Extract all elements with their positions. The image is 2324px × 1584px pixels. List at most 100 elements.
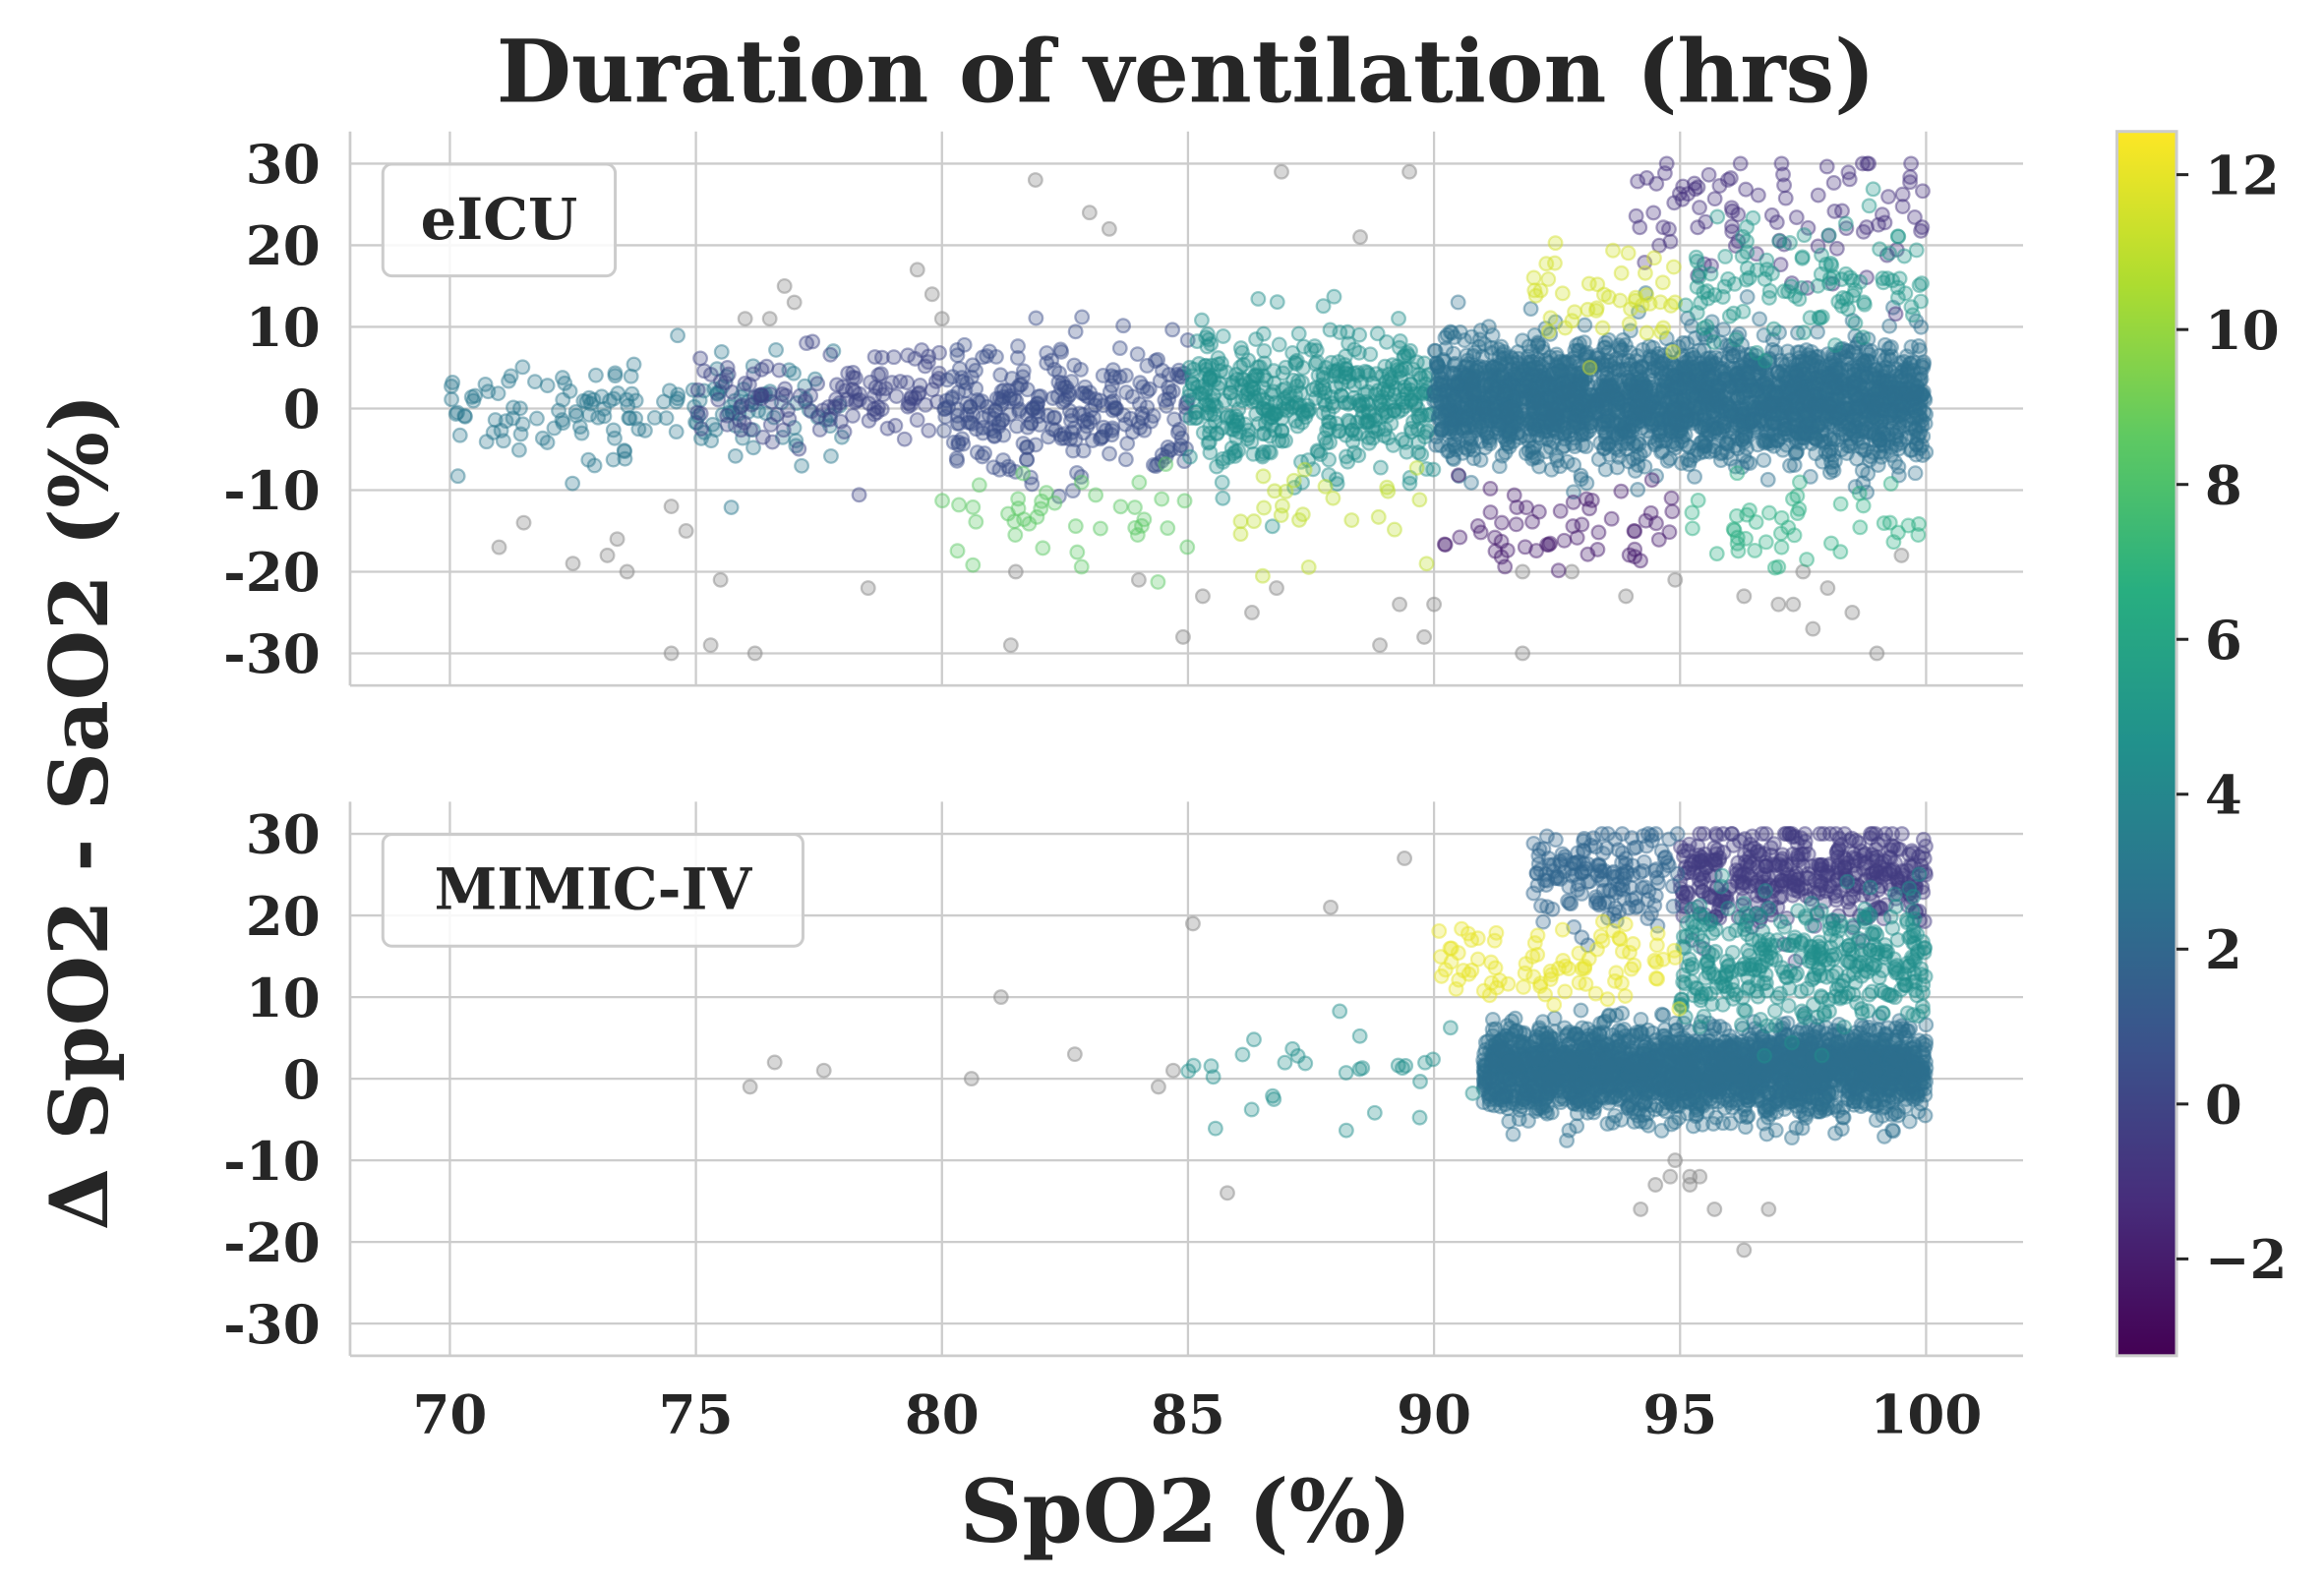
data-point: [1184, 391, 1201, 408]
data-point: [1403, 391, 1420, 408]
data-point: [1519, 412, 1535, 429]
data-point: [1399, 385, 1415, 402]
data-point: [1739, 289, 1756, 305]
data-point: [965, 357, 981, 374]
data-point: [456, 408, 473, 425]
data-point: [1818, 158, 1835, 175]
data-point: [510, 441, 527, 458]
data-point: [1004, 371, 1020, 386]
data-point: [724, 404, 741, 421]
data-point: [769, 406, 786, 423]
data-point: [692, 405, 709, 422]
data-point: [917, 358, 933, 375]
missing-point: [565, 556, 581, 572]
data-point: [910, 385, 926, 402]
missing-point: [1805, 620, 1821, 637]
missing-point: [1662, 1168, 1679, 1185]
data-point: [1064, 424, 1080, 440]
data-point: [1171, 422, 1188, 438]
data-point: [1328, 379, 1344, 395]
data-point: [1539, 536, 1556, 553]
data-point: [1322, 414, 1339, 431]
data-point: [1351, 397, 1368, 414]
data-point: [1694, 419, 1710, 436]
data-point: [963, 369, 980, 385]
missing-point: [1770, 596, 1787, 613]
data-point: [1569, 529, 1585, 546]
data-point: [1388, 380, 1403, 396]
data-point: [1867, 432, 1882, 448]
data-point: [992, 367, 1009, 383]
y-tick-label: -20: [223, 541, 321, 604]
data-point: [1129, 346, 1146, 363]
data-point: [836, 424, 853, 440]
data-point: [1278, 433, 1294, 449]
data-point: [1580, 423, 1597, 439]
data-point: [847, 383, 864, 400]
data-point: [1422, 385, 1439, 402]
data-point: [1567, 304, 1583, 321]
data-point: [1378, 374, 1395, 390]
data-point: [912, 378, 928, 393]
data-point: [1393, 370, 1408, 386]
data-point: [927, 373, 944, 389]
data-point: [656, 393, 672, 410]
points-mimic-iv: [742, 826, 1935, 1259]
data-point: [1198, 361, 1215, 378]
data-point: [1126, 499, 1143, 515]
data-point: [907, 389, 924, 406]
data-point: [1300, 452, 1317, 468]
data-point: [696, 363, 712, 380]
data-point: [817, 412, 834, 428]
data-point: [1300, 558, 1317, 575]
missing-point: [815, 1062, 832, 1079]
data-point: [1910, 527, 1927, 544]
data-point: [1263, 409, 1280, 426]
data-point: [797, 393, 813, 410]
data-point: [1248, 331, 1265, 347]
data-point: [1256, 343, 1273, 359]
data-point: [1412, 370, 1429, 386]
data-point: [596, 400, 613, 417]
data-point: [1206, 372, 1222, 388]
data-point: [1029, 395, 1045, 412]
data-point: [987, 348, 1004, 365]
data-point: [1245, 381, 1262, 397]
data-point: [1621, 316, 1638, 332]
data-point: [1198, 366, 1215, 382]
missing-point: [933, 311, 950, 327]
data-point: [1645, 205, 1662, 221]
data-point: [1132, 420, 1149, 437]
data-point: [1410, 366, 1427, 382]
data-point: [1208, 398, 1224, 415]
data-point: [1044, 421, 1061, 438]
data-point: [1374, 388, 1391, 405]
data-point: [990, 415, 1007, 432]
data-point: [1841, 171, 1858, 188]
data-point: [506, 399, 521, 416]
data-point: [1855, 329, 1872, 346]
data-point: [1903, 441, 1920, 458]
data-point: [1517, 539, 1533, 556]
data-point: [1637, 264, 1653, 281]
data-point: [1173, 369, 1190, 385]
data-point: [1868, 361, 1884, 378]
data-point: [1341, 394, 1358, 411]
data-point: [444, 391, 460, 408]
data-point: [690, 408, 707, 424]
y-tick-label: -10: [223, 459, 321, 522]
data-point: [1028, 399, 1044, 416]
data-point: [1410, 408, 1427, 425]
data-point: [888, 388, 905, 404]
data-point: [571, 419, 588, 436]
data-point: [792, 387, 808, 404]
data-point: [1625, 418, 1641, 435]
data-point: [1266, 405, 1281, 422]
data-point: [775, 422, 792, 439]
data-point: [1168, 366, 1185, 382]
data-point: [1425, 387, 1442, 404]
data-point: [1293, 414, 1310, 431]
data-point: [1130, 414, 1147, 431]
data-point: [1827, 337, 1843, 354]
data-point: [1064, 407, 1080, 424]
